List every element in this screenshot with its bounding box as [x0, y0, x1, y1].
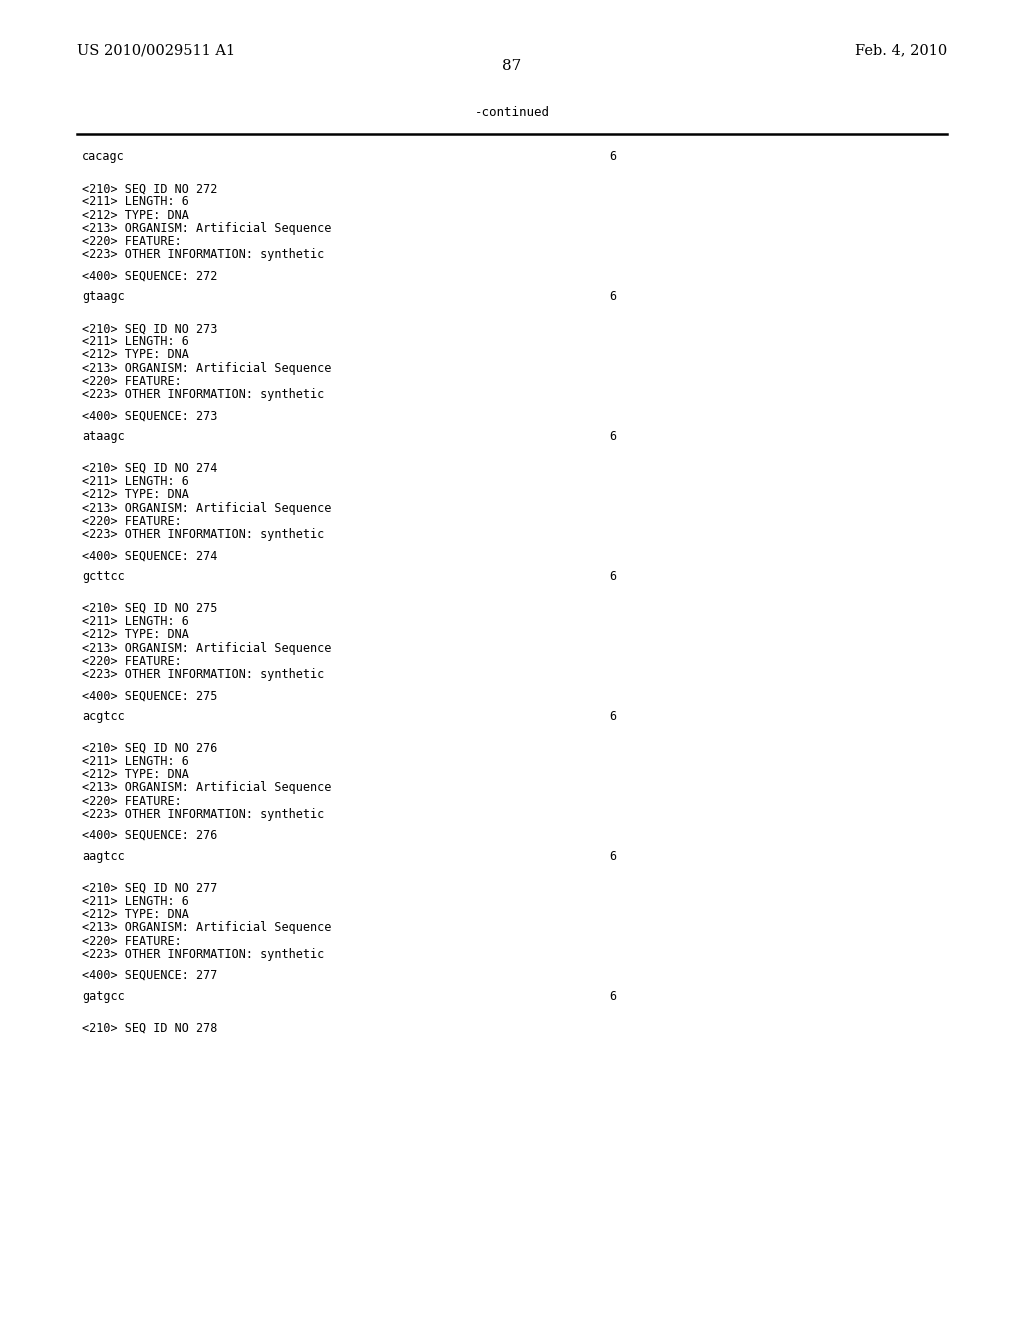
- Text: <223> OTHER INFORMATION: synthetic: <223> OTHER INFORMATION: synthetic: [82, 808, 325, 821]
- Text: <220> FEATURE:: <220> FEATURE:: [82, 235, 181, 248]
- Text: cacagc: cacagc: [82, 150, 125, 164]
- Text: <211> LENGTH: 6: <211> LENGTH: 6: [82, 335, 188, 348]
- Text: <212> TYPE: DNA: <212> TYPE: DNA: [82, 488, 188, 502]
- Text: <212> TYPE: DNA: <212> TYPE: DNA: [82, 908, 188, 921]
- Text: <400> SEQUENCE: 276: <400> SEQUENCE: 276: [82, 829, 217, 842]
- Text: <220> FEATURE:: <220> FEATURE:: [82, 795, 181, 808]
- Text: -continued: -continued: [474, 106, 550, 119]
- Text: <400> SEQUENCE: 275: <400> SEQUENCE: 275: [82, 689, 217, 702]
- Text: <211> LENGTH: 6: <211> LENGTH: 6: [82, 615, 188, 628]
- Text: US 2010/0029511 A1: US 2010/0029511 A1: [77, 44, 234, 58]
- Text: <400> SEQUENCE: 273: <400> SEQUENCE: 273: [82, 409, 217, 422]
- Text: <213> ORGANISM: Artificial Sequence: <213> ORGANISM: Artificial Sequence: [82, 781, 332, 795]
- Text: 6: 6: [609, 150, 616, 164]
- Text: <223> OTHER INFORMATION: synthetic: <223> OTHER INFORMATION: synthetic: [82, 528, 325, 541]
- Text: <220> FEATURE:: <220> FEATURE:: [82, 375, 181, 388]
- Text: <210> SEQ ID NO 278: <210> SEQ ID NO 278: [82, 1022, 217, 1035]
- Text: <223> OTHER INFORMATION: synthetic: <223> OTHER INFORMATION: synthetic: [82, 948, 325, 961]
- Text: <223> OTHER INFORMATION: synthetic: <223> OTHER INFORMATION: synthetic: [82, 388, 325, 401]
- Text: <400> SEQUENCE: 274: <400> SEQUENCE: 274: [82, 549, 217, 562]
- Text: gatgcc: gatgcc: [82, 990, 125, 1003]
- Text: <211> LENGTH: 6: <211> LENGTH: 6: [82, 195, 188, 209]
- Text: <212> TYPE: DNA: <212> TYPE: DNA: [82, 628, 188, 642]
- Text: gcttcc: gcttcc: [82, 570, 125, 583]
- Text: <213> ORGANISM: Artificial Sequence: <213> ORGANISM: Artificial Sequence: [82, 222, 332, 235]
- Text: 6: 6: [609, 990, 616, 1003]
- Text: gtaagc: gtaagc: [82, 290, 125, 304]
- Text: <223> OTHER INFORMATION: synthetic: <223> OTHER INFORMATION: synthetic: [82, 248, 325, 261]
- Text: 6: 6: [609, 710, 616, 723]
- Text: Feb. 4, 2010: Feb. 4, 2010: [855, 44, 947, 58]
- Text: <220> FEATURE:: <220> FEATURE:: [82, 515, 181, 528]
- Text: ataagc: ataagc: [82, 430, 125, 444]
- Text: 6: 6: [609, 570, 616, 583]
- Text: <211> LENGTH: 6: <211> LENGTH: 6: [82, 475, 188, 488]
- Text: <213> ORGANISM: Artificial Sequence: <213> ORGANISM: Artificial Sequence: [82, 362, 332, 375]
- Text: 6: 6: [609, 850, 616, 863]
- Text: <212> TYPE: DNA: <212> TYPE: DNA: [82, 768, 188, 781]
- Text: <211> LENGTH: 6: <211> LENGTH: 6: [82, 755, 188, 768]
- Text: <212> TYPE: DNA: <212> TYPE: DNA: [82, 209, 188, 222]
- Text: <400> SEQUENCE: 272: <400> SEQUENCE: 272: [82, 269, 217, 282]
- Text: <210> SEQ ID NO 273: <210> SEQ ID NO 273: [82, 322, 217, 335]
- Text: <223> OTHER INFORMATION: synthetic: <223> OTHER INFORMATION: synthetic: [82, 668, 325, 681]
- Text: <213> ORGANISM: Artificial Sequence: <213> ORGANISM: Artificial Sequence: [82, 502, 332, 515]
- Text: <210> SEQ ID NO 274: <210> SEQ ID NO 274: [82, 462, 217, 475]
- Text: aagtcc: aagtcc: [82, 850, 125, 863]
- Text: <211> LENGTH: 6: <211> LENGTH: 6: [82, 895, 188, 908]
- Text: <213> ORGANISM: Artificial Sequence: <213> ORGANISM: Artificial Sequence: [82, 921, 332, 935]
- Text: <210> SEQ ID NO 277: <210> SEQ ID NO 277: [82, 882, 217, 895]
- Text: <400> SEQUENCE: 277: <400> SEQUENCE: 277: [82, 969, 217, 982]
- Text: <213> ORGANISM: Artificial Sequence: <213> ORGANISM: Artificial Sequence: [82, 642, 332, 655]
- Text: 6: 6: [609, 290, 616, 304]
- Text: <220> FEATURE:: <220> FEATURE:: [82, 935, 181, 948]
- Text: <210> SEQ ID NO 276: <210> SEQ ID NO 276: [82, 742, 217, 755]
- Text: <210> SEQ ID NO 275: <210> SEQ ID NO 275: [82, 602, 217, 615]
- Text: acgtcc: acgtcc: [82, 710, 125, 723]
- Text: <212> TYPE: DNA: <212> TYPE: DNA: [82, 348, 188, 362]
- Text: 6: 6: [609, 430, 616, 444]
- Text: <220> FEATURE:: <220> FEATURE:: [82, 655, 181, 668]
- Text: <210> SEQ ID NO 272: <210> SEQ ID NO 272: [82, 182, 217, 195]
- Text: 87: 87: [503, 59, 521, 74]
